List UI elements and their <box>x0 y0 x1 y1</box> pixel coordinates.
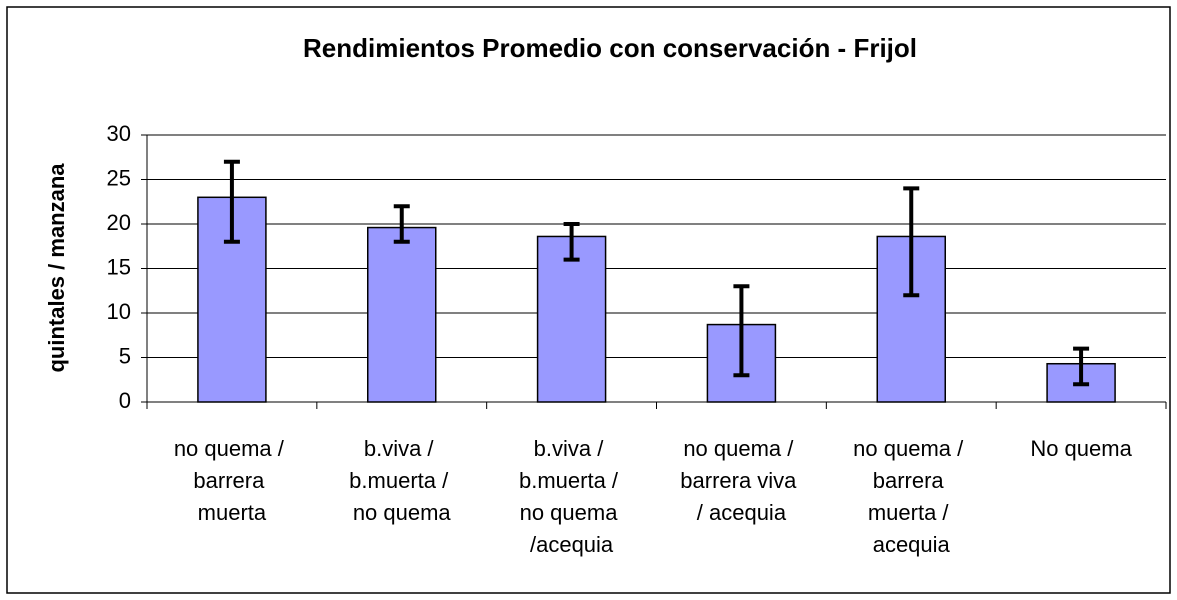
y-tick-label: 25 <box>107 165 131 190</box>
bar <box>536 235 607 403</box>
x-tick-label: no quema / barrera viva / acequia <box>680 436 802 525</box>
y-tick-label: 20 <box>107 210 131 235</box>
x-tick-label-line: barrera viva <box>680 468 802 493</box>
x-tick-label-line: no quema / <box>853 436 969 461</box>
chart-title: Rendimientos Promedio con conservación -… <box>303 33 917 63</box>
x-tick-label: b.viva / b.muerta / no quema <box>349 436 454 525</box>
y-tick-label: 5 <box>119 343 131 368</box>
error-bar <box>733 284 750 378</box>
x-tick-label-line: / acequia <box>697 500 787 525</box>
x-tick-label-line: barrera <box>873 468 950 493</box>
bar <box>367 226 437 403</box>
x-tick-label: no quema / barrera muerta / acequia <box>853 436 969 557</box>
error-bar <box>1073 346 1090 387</box>
x-tick-label-line: no quema <box>520 500 624 525</box>
x-tick-label-line: no quema / <box>174 436 290 461</box>
x-tick-label-line: acequia <box>873 532 951 557</box>
error-bar <box>903 186 920 298</box>
x-tick-label: b.viva / b.muerta / no quema /acequia <box>519 436 624 557</box>
error-bar <box>563 222 580 262</box>
error-bar <box>223 159 240 244</box>
x-tick-label-line: muerta / <box>868 500 955 525</box>
y-tick-label: 0 <box>119 388 131 413</box>
bar <box>876 235 946 403</box>
x-tick-label-line: no quema / <box>683 436 799 461</box>
x-tick-label-line: /acequia <box>530 532 614 557</box>
error-bar <box>393 204 410 244</box>
y-axis-label: quintales / manzana <box>44 163 69 373</box>
y-tick-label: 30 <box>107 121 131 146</box>
x-tick-label-line: b.muerta / <box>349 468 454 493</box>
x-tick-label: no quema / barrera muerta <box>174 436 290 525</box>
x-tick-label-line: No quema <box>1030 436 1132 461</box>
x-tick-label: No quema <box>1030 436 1132 461</box>
y-tick-label: 15 <box>107 254 131 279</box>
x-tick-label-line: barrera <box>193 468 270 493</box>
x-tick-label-line: b.muerta / <box>519 468 624 493</box>
x-tick-label-line: muerta <box>198 500 267 525</box>
y-tick-label: 10 <box>107 299 131 324</box>
x-tick-label-line: no quema <box>353 500 452 525</box>
x-tick-label-line: b.viva / <box>364 436 440 461</box>
x-tick-label-line: b.viva / <box>534 436 610 461</box>
